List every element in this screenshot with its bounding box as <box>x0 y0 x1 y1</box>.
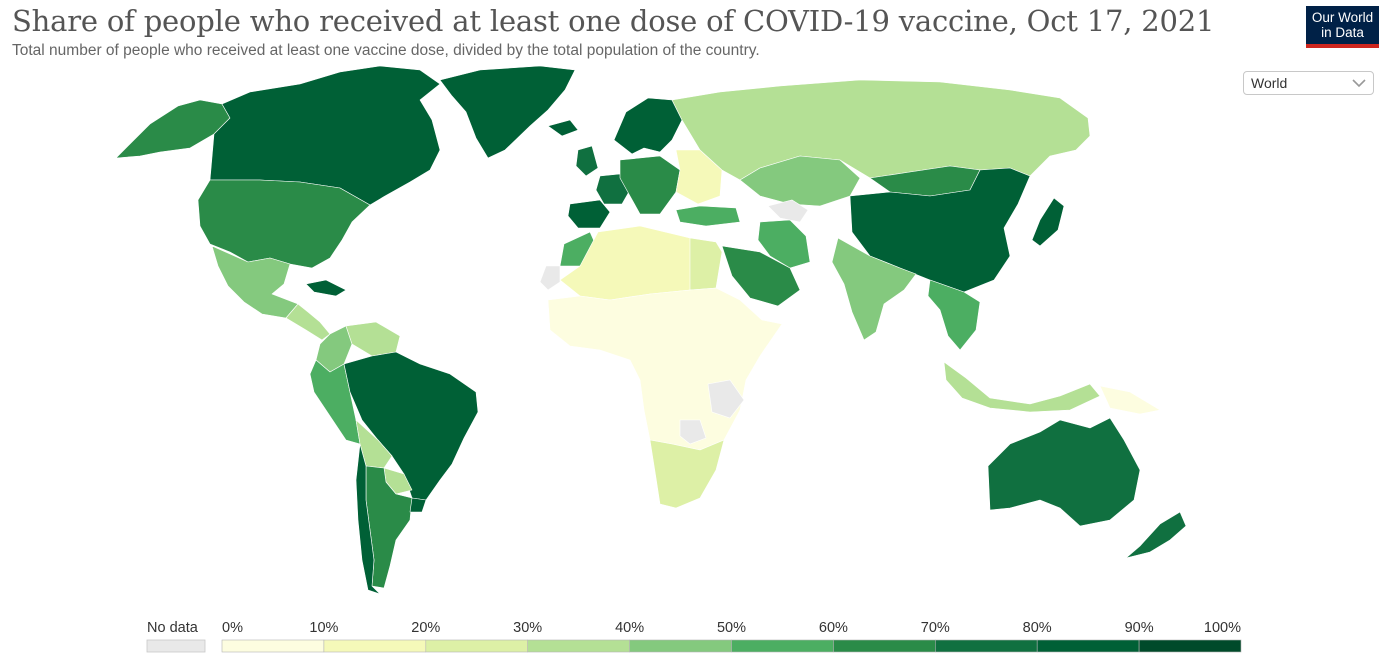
region-southeast-asia[interactable] <box>927 279 981 351</box>
no-data-regions <box>539 199 809 445</box>
region-turkey[interactable] <box>675 205 741 227</box>
region-usa[interactable] <box>197 179 371 269</box>
legend-tick-label: 0% <box>222 620 243 636</box>
legend-swatch <box>221 639 325 653</box>
legend-swatch <box>629 639 732 653</box>
legend-tick-label: 20% <box>411 620 440 636</box>
legend-swatch <box>323 639 427 653</box>
region-scandinavia[interactable] <box>613 97 683 155</box>
color-legend: No data 0% 10% 20% 30% 40% 50% 60% 70% 80% 90% 100… <box>146 620 1242 653</box>
owid-logo[interactable]: Our World in Data <box>1306 6 1379 48</box>
legend-swatch <box>1138 639 1242 653</box>
region-brazil[interactable] <box>343 351 479 501</box>
legend-swatch <box>934 639 1038 653</box>
region-central-america[interactable] <box>285 303 331 341</box>
region-southern-africa[interactable] <box>649 439 725 509</box>
region-venezuela[interactable] <box>345 321 401 357</box>
legend-tick-label: 70% <box>921 620 950 636</box>
region-no-data-caucasus[interactable] <box>767 199 809 223</box>
region-japan[interactable] <box>1031 197 1065 247</box>
region-russia[interactable] <box>671 79 1091 181</box>
region-kazakhstan[interactable] <box>739 155 861 207</box>
region-indonesia[interactable] <box>943 361 1101 413</box>
region-no-data-central-africa[interactable] <box>679 419 707 445</box>
chevron-down-icon <box>1352 79 1366 88</box>
logo-line-1: Our World <box>1311 10 1374 25</box>
region-central-europe[interactable] <box>619 155 681 215</box>
chart-subtitle: Total number of people who received at l… <box>12 42 760 59</box>
legend-swatch <box>731 639 834 653</box>
region-australia[interactable] <box>987 417 1141 527</box>
region-select[interactable]: World <box>1243 71 1374 95</box>
legend-swatch <box>425 639 528 653</box>
world-map[interactable] <box>0 60 1384 605</box>
chart-title: Share of people who received at least on… <box>12 4 1215 38</box>
legend-scale: 0% 10% 20% 30% 40% 50% 60% 70% 80% 90% 100% <box>221 620 1242 653</box>
region-uk[interactable] <box>575 145 599 177</box>
logo-line-2: in Data <box>1321 25 1364 40</box>
region-iberia[interactable] <box>567 199 611 229</box>
legend-tick-label: 50% <box>717 620 746 636</box>
region-iran[interactable] <box>757 219 811 269</box>
legend-tick-label: 80% <box>1023 620 1052 636</box>
legend-swatch <box>527 639 630 653</box>
region-select-value: World <box>1251 75 1288 91</box>
legend-swatch <box>833 639 936 653</box>
region-cuba[interactable] <box>305 279 347 297</box>
region-chile[interactable] <box>355 443 381 595</box>
legend-no-data-label: No data <box>147 620 199 636</box>
legend-swatch <box>1036 639 1140 653</box>
legend-tick-label: 30% <box>513 620 542 636</box>
region-india[interactable] <box>831 237 917 341</box>
region-egypt[interactable] <box>689 237 723 291</box>
region-saudi-arabia[interactable] <box>721 245 801 307</box>
map-regions <box>115 65 1187 595</box>
legend-tick-label: 60% <box>819 620 848 636</box>
region-no-data-western-sahara[interactable] <box>539 265 561 291</box>
region-sub-saharan-africa[interactable] <box>547 287 783 451</box>
region-papua-new-guinea[interactable] <box>1099 385 1161 415</box>
region-greenland[interactable] <box>439 65 576 159</box>
region-new-zealand[interactable] <box>1125 511 1187 559</box>
legend-tick-label: 90% <box>1125 620 1154 636</box>
region-no-data-horn[interactable] <box>707 379 745 419</box>
legend-tick-label: 100% <box>1204 620 1241 636</box>
region-iceland[interactable] <box>547 119 579 137</box>
legend-no-data-swatch <box>146 639 206 653</box>
legend-tick-label: 10% <box>309 620 338 636</box>
legend-tick-label: 40% <box>615 620 644 636</box>
region-uruguay[interactable] <box>409 497 427 513</box>
